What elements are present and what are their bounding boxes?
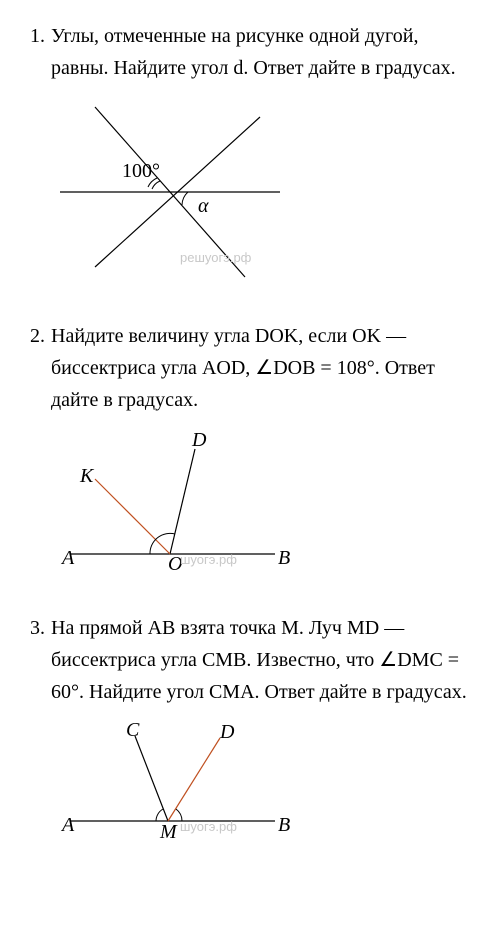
label-d: D xyxy=(191,429,207,451)
arc-cma xyxy=(156,809,163,821)
ray-ok xyxy=(95,479,170,554)
label-b: B xyxy=(278,547,290,569)
problem-1-number: 1. xyxy=(30,20,45,84)
arc-100-inner xyxy=(152,181,160,189)
figure-1-svg: 100° α решуогэ.рф xyxy=(40,92,280,292)
problem-3-body: На прямой AB взята точка M. Луч MD — бис… xyxy=(51,612,480,708)
label-alpha: α xyxy=(198,195,209,217)
problem-3: 3. На прямой AB взята точка M. Луч MD — … xyxy=(30,612,480,856)
figure-3-svg: A B C D M шуогэ.рф xyxy=(40,716,300,846)
label-c-3: C xyxy=(126,719,140,741)
label-a-3: A xyxy=(60,814,75,836)
problem-3-figure: A B C D M шуогэ.рф xyxy=(40,716,480,856)
problem-2-figure: A B D K O шуогэ.рф xyxy=(40,424,480,594)
arc-alpha xyxy=(182,192,188,205)
watermark-1: решуогэ.рф xyxy=(180,250,252,265)
problem-3-number: 3. xyxy=(30,612,45,708)
label-b-3: B xyxy=(278,814,290,836)
problem-2: 2. Найдите величину угла DOK, если OK — … xyxy=(30,320,480,594)
watermark-3: шуогэ.рф xyxy=(180,819,237,834)
label-a: A xyxy=(60,547,75,569)
ray-mc xyxy=(135,736,168,821)
problem-2-text: 2. Найдите величину угла DOK, если OK — … xyxy=(30,320,480,416)
problem-1-figure: 100° α решуогэ.рф xyxy=(40,92,480,302)
problem-2-body: Найдите величину угла DOK, если OK — бис… xyxy=(51,320,480,416)
ray-md xyxy=(168,738,220,821)
label-k: K xyxy=(79,465,95,487)
figure-2-svg: A B D K O шуогэ.рф xyxy=(40,424,300,584)
label-m: M xyxy=(159,821,178,843)
problem-2-number: 2. xyxy=(30,320,45,416)
label-100: 100° xyxy=(122,160,160,182)
ray-od xyxy=(170,449,195,554)
label-d-3: D xyxy=(219,721,235,743)
problem-1-body: Углы, отмеченные на рисунке одной дугой,… xyxy=(51,20,480,84)
watermark-2: шуогэ.рф xyxy=(180,552,237,567)
problem-1: 1. Углы, отмеченные на рисунке одной дуг… xyxy=(30,20,480,302)
problem-3-text: 3. На прямой AB взята точка M. Луч MD — … xyxy=(30,612,480,708)
problem-1-text: 1. Углы, отмеченные на рисунке одной дуг… xyxy=(30,20,480,84)
